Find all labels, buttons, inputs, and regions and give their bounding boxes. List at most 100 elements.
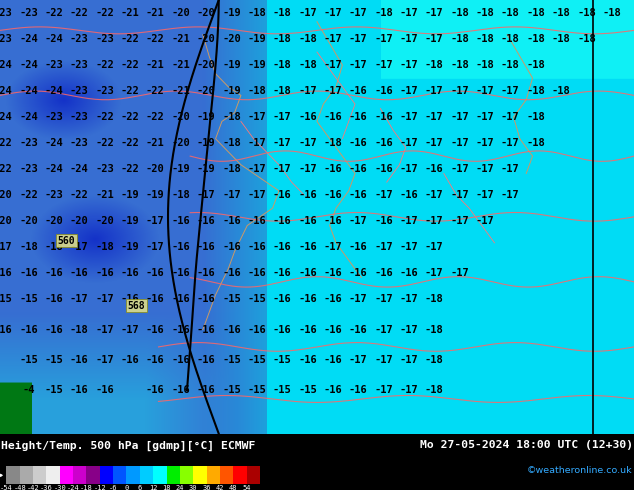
Text: -18: -18: [501, 34, 520, 44]
Text: 30: 30: [189, 486, 197, 490]
Text: -21: -21: [171, 60, 190, 70]
Text: 6: 6: [138, 486, 142, 490]
Text: -16: -16: [197, 242, 216, 252]
Text: -17: -17: [323, 242, 342, 252]
Text: -17: -17: [247, 164, 266, 174]
Text: -18: -18: [247, 86, 266, 96]
Text: 54: 54: [242, 486, 251, 490]
Text: -22: -22: [120, 34, 139, 44]
Text: -16: -16: [222, 216, 241, 226]
Text: -19: -19: [171, 164, 190, 174]
Text: -17: -17: [349, 216, 368, 226]
Text: -16: -16: [298, 355, 317, 365]
Text: -16: -16: [222, 268, 241, 278]
Text: -16: -16: [399, 190, 418, 200]
Text: -18: -18: [425, 355, 444, 365]
Text: -18: -18: [425, 324, 444, 335]
Text: -16: -16: [273, 216, 292, 226]
Text: -22: -22: [70, 8, 89, 18]
Text: -24: -24: [67, 486, 79, 490]
Text: -16: -16: [247, 216, 266, 226]
Text: -16: -16: [425, 164, 444, 174]
Text: -17: -17: [399, 8, 418, 18]
Text: -16: -16: [146, 324, 165, 335]
Text: -16: -16: [349, 242, 368, 252]
Text: -17: -17: [374, 34, 393, 44]
Text: 12: 12: [149, 486, 157, 490]
Text: -17: -17: [425, 86, 444, 96]
Text: -21: -21: [146, 8, 165, 18]
Text: -23: -23: [19, 138, 38, 148]
Text: -20: -20: [95, 216, 114, 226]
Text: -16: -16: [19, 324, 38, 335]
Text: -17: -17: [374, 385, 393, 395]
Text: -17: -17: [476, 216, 495, 226]
Text: -20: -20: [171, 138, 190, 148]
Text: -18: -18: [501, 8, 520, 18]
Text: -19: -19: [120, 216, 139, 226]
Bar: [233, 466, 247, 484]
Text: -22: -22: [95, 138, 114, 148]
Text: -15: -15: [44, 385, 63, 395]
Text: -17: -17: [425, 216, 444, 226]
Text: -16: -16: [323, 216, 342, 226]
Text: -16: -16: [146, 355, 165, 365]
Text: -18: -18: [526, 86, 545, 96]
Bar: [86, 466, 100, 484]
Text: -23: -23: [95, 164, 114, 174]
Text: -16: -16: [171, 242, 190, 252]
Text: -17: -17: [501, 86, 520, 96]
Text: -16: -16: [222, 324, 241, 335]
Text: -20: -20: [0, 216, 13, 226]
Text: -16: -16: [197, 216, 216, 226]
Text: -17: -17: [120, 324, 139, 335]
Text: -18: -18: [425, 294, 444, 304]
Text: -22: -22: [120, 164, 139, 174]
Text: -17: -17: [501, 112, 520, 122]
Text: -24: -24: [19, 34, 38, 44]
Text: -17: -17: [399, 86, 418, 96]
Text: -22: -22: [95, 60, 114, 70]
Text: -17: -17: [399, 385, 418, 395]
Text: -17: -17: [425, 242, 444, 252]
Bar: [6, 466, 20, 484]
Text: -17: -17: [222, 190, 241, 200]
Text: -42: -42: [27, 486, 39, 490]
Text: -16: -16: [120, 268, 139, 278]
Bar: [73, 466, 86, 484]
Text: -16: -16: [298, 324, 317, 335]
Text: -17: -17: [298, 164, 317, 174]
Text: -17: -17: [399, 355, 418, 365]
Text: -15: -15: [298, 385, 317, 395]
Text: -16: -16: [298, 294, 317, 304]
Text: -16: -16: [298, 190, 317, 200]
Text: -24: -24: [19, 112, 38, 122]
Text: -18: -18: [273, 8, 292, 18]
Text: -16: -16: [146, 385, 165, 395]
Text: -16: -16: [146, 294, 165, 304]
Text: -16: -16: [374, 216, 393, 226]
Text: -17: -17: [70, 242, 89, 252]
Text: -18: -18: [577, 8, 596, 18]
Text: 36: 36: [202, 486, 210, 490]
Text: -18: -18: [222, 164, 241, 174]
Text: -21: -21: [171, 34, 190, 44]
Text: -15: -15: [222, 355, 241, 365]
Text: -18: -18: [222, 138, 241, 148]
Text: -22: -22: [120, 60, 139, 70]
Text: -16: -16: [349, 324, 368, 335]
Text: -22: -22: [120, 86, 139, 96]
Text: -12: -12: [93, 486, 106, 490]
Text: -23: -23: [44, 190, 63, 200]
Text: -17: -17: [425, 138, 444, 148]
Text: -16: -16: [197, 355, 216, 365]
Text: -15: -15: [273, 385, 292, 395]
Text: -17: -17: [374, 324, 393, 335]
Text: -17: -17: [425, 190, 444, 200]
Text: -18: -18: [323, 138, 342, 148]
Text: -16: -16: [19, 268, 38, 278]
Text: -19: -19: [120, 242, 139, 252]
Text: -20: -20: [171, 8, 190, 18]
Text: -18: -18: [44, 242, 63, 252]
Text: -24: -24: [44, 138, 63, 148]
